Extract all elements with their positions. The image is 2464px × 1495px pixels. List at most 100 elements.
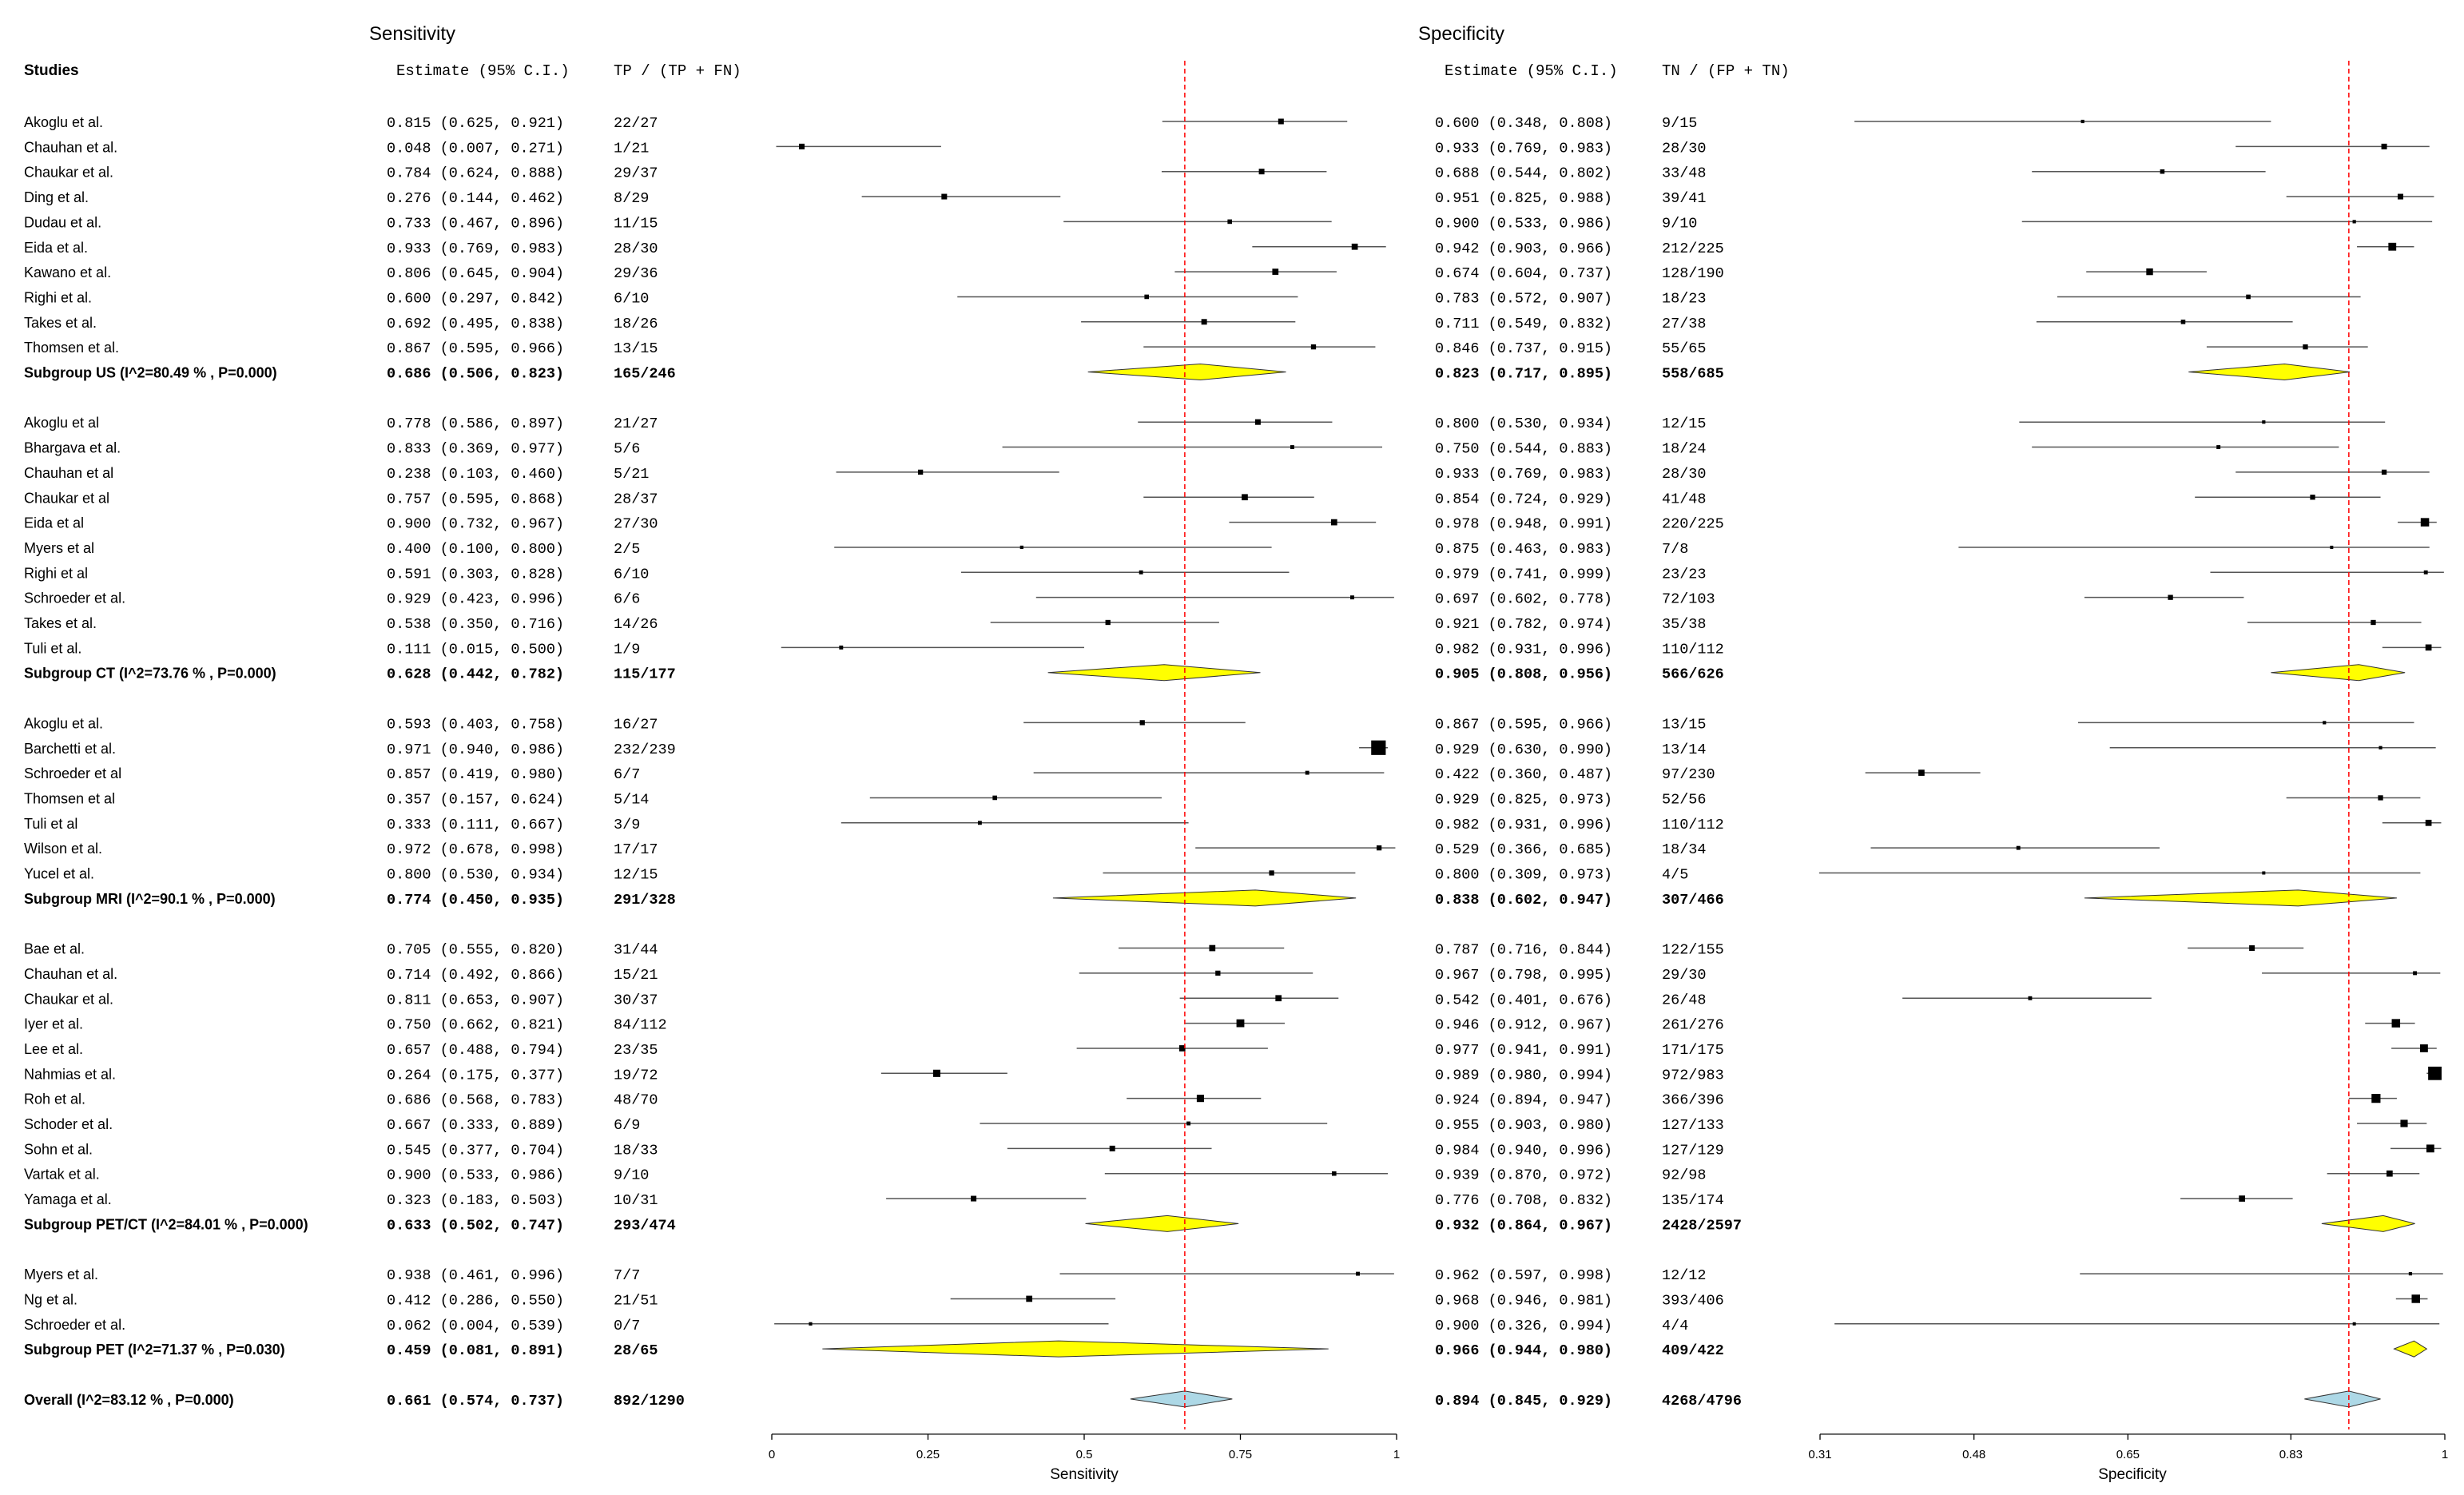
- specificity-ratio: 127/129: [1662, 1142, 1724, 1159]
- sensitivity-ratio: 232/239: [614, 742, 676, 758]
- study-row-label: Wilson et al.: [24, 841, 102, 857]
- sensitivity-overall-diamond: [1130, 1390, 1233, 1408]
- sensitivity-ratio: 21/51: [614, 1292, 658, 1309]
- specificity-ratio: 92/98: [1662, 1167, 1707, 1184]
- sensitivity-point-estimate: [1310, 344, 1317, 350]
- specificity-estimate: 0.875 (0.463, 0.983): [1435, 541, 1612, 558]
- specificity-point-estimate: [2387, 1170, 2393, 1177]
- specificity-estimate: 0.697 (0.602, 0.778): [1435, 591, 1612, 608]
- specificity-point-estimate: [2426, 1144, 2434, 1153]
- specificity-point-estimate: [2371, 1094, 2381, 1103]
- sensitivity-estimate: 0.714 (0.492, 0.866): [387, 967, 564, 984]
- specificity-ratio: 18/24: [1662, 441, 1707, 458]
- sensitivity-estimate: 0.778 (0.586, 0.897): [387, 415, 564, 432]
- specificity-ratio: 13/14: [1662, 742, 1707, 758]
- specificity-tick-label: 0.48: [1962, 1448, 1985, 1461]
- specificity-ratio: 7/8: [1662, 541, 1688, 558]
- study-row-label: Akoglu et al: [24, 415, 99, 431]
- sensitivity-estimate: 0.545 (0.377, 0.704): [387, 1142, 564, 1159]
- specificity-ratio: 12/15: [1662, 415, 1707, 432]
- sensitivity-estimate: 0.972 (0.678, 0.998): [387, 841, 564, 858]
- sensitivity-ratio: 28/30: [614, 241, 658, 257]
- study-row-label: Schoder et al.: [24, 1116, 113, 1132]
- specificity-estimate-header: Estimate (95% C.I.): [1445, 62, 1618, 80]
- sensitivity-ratio: 2/5: [614, 541, 640, 558]
- study-row-label: Eida et al.: [24, 240, 88, 256]
- specificity-estimate: 0.529 (0.366, 0.685): [1435, 841, 1612, 858]
- specificity-subgroup-diamond: [2188, 363, 2351, 381]
- study-row-label: Tuli et al.: [24, 640, 81, 656]
- sensitivity-estimate: 0.833 (0.369, 0.977): [387, 441, 564, 458]
- sensitivity-estimate: 0.705 (0.555, 0.820): [387, 942, 564, 959]
- study-row-label: Chaukar et al.: [24, 991, 113, 1007]
- sensitivity-point-estimate: [1330, 519, 1337, 526]
- sensitivity-point-estimate: [1019, 545, 1023, 550]
- specificity-point-estimate: [2397, 193, 2403, 200]
- sensitivity-estimate: 0.784 (0.624, 0.888): [387, 165, 564, 182]
- specificity-estimate: 0.674 (0.604, 0.737): [1435, 265, 1612, 282]
- sensitivity-ratio: 28/37: [614, 491, 658, 507]
- specificity-ratio: 18/34: [1662, 841, 1707, 858]
- specificity-point-estimate: [2420, 1044, 2428, 1052]
- sensitivity-point-estimate: [1275, 995, 1282, 1002]
- sensitivity-ratio: 1/21: [614, 140, 649, 157]
- specificity-point-estimate: [2262, 420, 2266, 424]
- study-row-label: Iyer et al.: [24, 1016, 83, 1032]
- specificity-ratio-header: TN / (FP + TN): [1662, 62, 1790, 80]
- study-row-label: Chaukar et al.: [24, 165, 113, 181]
- specificity-tick-label: 0.65: [2116, 1448, 2140, 1461]
- sensitivity-estimate: 0.593 (0.403, 0.758): [387, 716, 564, 733]
- subgroup-row-label: Subgroup MRI (I^2=90.1 % , P=0.000): [24, 891, 276, 907]
- specificity-subgroup-diamond: [2321, 1215, 2415, 1232]
- sensitivity-ratio: 0/7: [614, 1318, 640, 1334]
- specificity-axis-label: Specificity: [2098, 1466, 2167, 1483]
- specificity-subgroup-diamond: [2271, 664, 2406, 682]
- sensitivity-tick-label: 0.25: [916, 1448, 940, 1461]
- sensitivity-estimate: 0.750 (0.662, 0.821): [387, 1017, 564, 1034]
- sensitivity-ratio: 291/328: [614, 892, 676, 909]
- specificity-ratio: 12/12: [1662, 1267, 1707, 1284]
- specificity-ratio: 135/174: [1662, 1192, 1724, 1209]
- specificity-ratio: 9/10: [1662, 215, 1697, 232]
- sensitivity-ratio: 30/37: [614, 992, 658, 1008]
- sensitivity-point-estimate: [1139, 570, 1143, 575]
- study-row-label: Sohn et al.: [24, 1141, 93, 1157]
- specificity-ratio: 122/155: [1662, 942, 1724, 959]
- sensitivity-estimate: 0.757 (0.595, 0.868): [387, 491, 564, 507]
- sensitivity-ratio: 9/10: [614, 1167, 649, 1184]
- sensitivity-estimate: 0.048 (0.007, 0.271): [387, 140, 564, 157]
- specificity-estimate: 0.823 (0.717, 0.895): [1435, 366, 1612, 383]
- specificity-ratio: 110/112: [1662, 641, 1724, 658]
- specificity-point-estimate: [2411, 1294, 2420, 1303]
- sensitivity-subgroup-diamond: [822, 1340, 1329, 1358]
- sensitivity-point-estimate: [1278, 118, 1284, 125]
- specificity-estimate: 0.989 (0.980, 0.994): [1435, 1067, 1612, 1083]
- sensitivity-estimate: 0.929 (0.423, 0.996): [387, 591, 564, 608]
- specificity-estimate: 0.979 (0.741, 0.999): [1435, 566, 1612, 582]
- study-row-label: Schroeder et al.: [24, 1317, 125, 1333]
- specificity-point-estimate: [2381, 469, 2387, 475]
- sensitivity-point-estimate: [1350, 595, 1354, 600]
- sensitivity-estimate: 0.806 (0.645, 0.904): [387, 265, 564, 282]
- sensitivity-ratio: 27/30: [614, 516, 658, 533]
- study-row-label: Roh et al.: [24, 1091, 85, 1107]
- sensitivity-point-estimate: [1332, 1171, 1337, 1176]
- study-row-label: Thomsen et al.: [24, 340, 119, 356]
- sensitivity-point-estimate: [917, 469, 924, 475]
- study-row-label: Righi et al: [24, 565, 88, 581]
- specificity-ratio: 171/175: [1662, 1042, 1724, 1059]
- sensitivity-estimate: 0.774 (0.450, 0.935): [387, 892, 564, 909]
- study-row-label: Chauhan et al.: [24, 139, 117, 155]
- study-row-label: Schroeder et al: [24, 765, 121, 781]
- specificity-subgroup-diamond: [2084, 889, 2397, 907]
- study-row-label: Dudau et al.: [24, 214, 101, 230]
- sensitivity-point-estimate: [1144, 294, 1149, 300]
- specificity-point-estimate: [2352, 1322, 2356, 1326]
- specificity-estimate: 0.867 (0.595, 0.966): [1435, 716, 1612, 733]
- sensitivity-estimate: 0.238 (0.103, 0.460): [387, 466, 564, 483]
- sensitivity-point-estimate: [977, 821, 982, 825]
- sensitivity-estimate: 0.900 (0.533, 0.986): [387, 1167, 564, 1184]
- specificity-ratio: 972/983: [1662, 1067, 1724, 1083]
- specificity-ratio: 4268/4796: [1662, 1393, 1742, 1410]
